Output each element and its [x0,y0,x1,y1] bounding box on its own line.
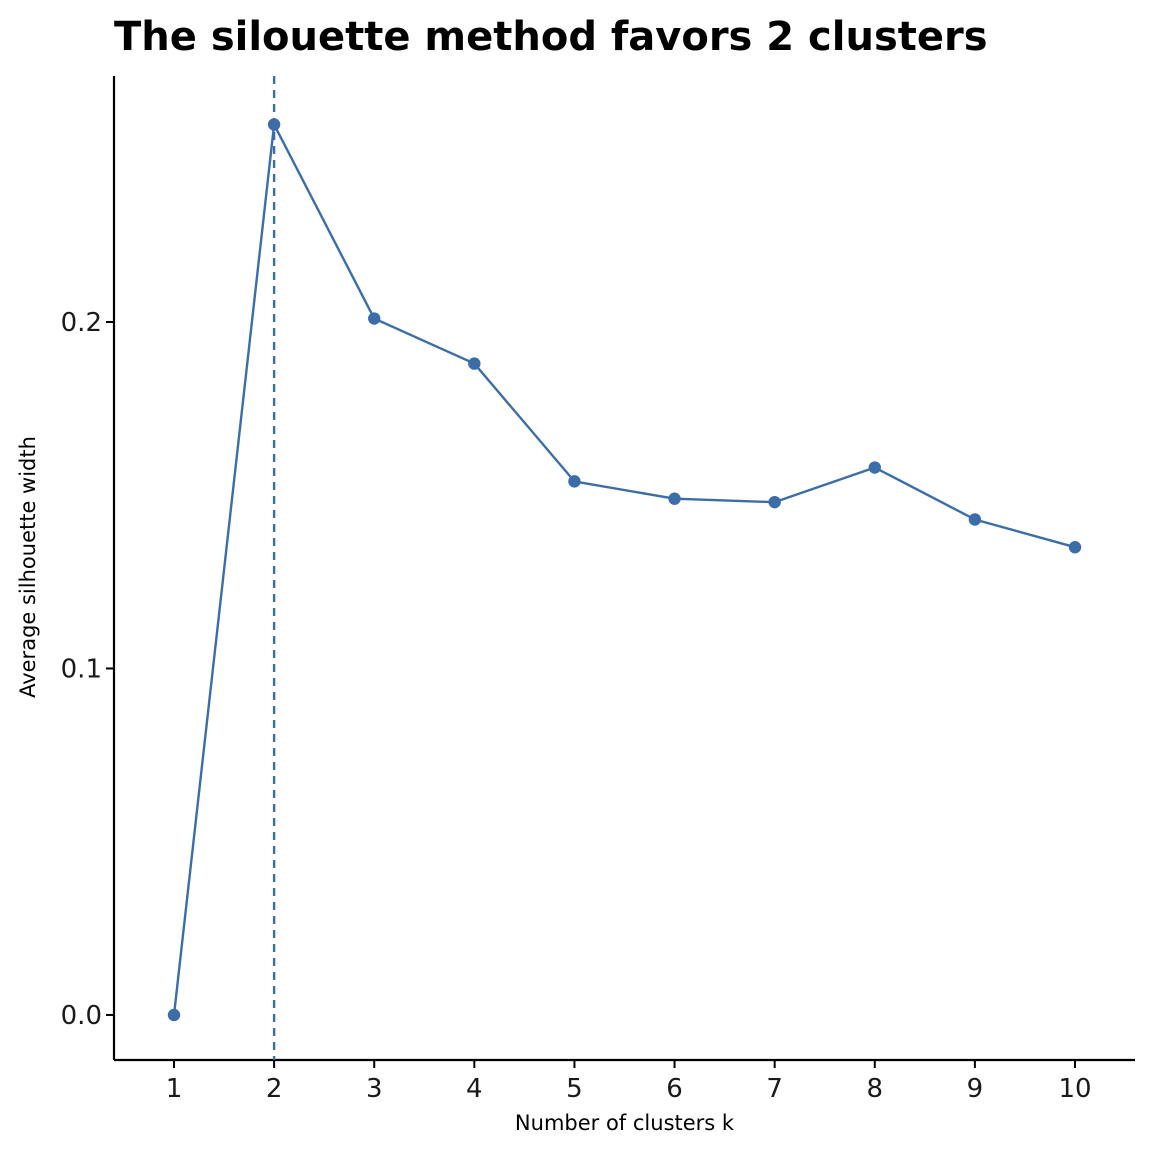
x-tick-label: 10 [1058,1074,1091,1104]
x-tick-label: 3 [366,1074,383,1104]
x-tick-label: 2 [266,1074,283,1104]
y-tick-label: 0.2 [61,308,102,338]
data-point [568,475,581,488]
data-point [267,118,281,131]
data-point [668,492,681,505]
data-point [868,461,881,474]
data-point [1068,541,1082,554]
x-tick-label: 5 [566,1074,583,1104]
plot-area: 0.0 0.1 0.2 1 2 3 4 5 6 7 8 9 10 [61,76,1135,1104]
chart-title: The silouette method favors 2 clusters [114,14,988,60]
y-axis-title: Average silhouette width [16,436,40,698]
series-line [172,123,1076,1016]
x-tick-label: 1 [166,1074,183,1104]
data-point [368,312,381,325]
y-tick-label: 0.0 [61,1001,102,1031]
data-point [468,357,481,370]
x-tick-label: 4 [466,1074,483,1104]
x-tick-label: 7 [766,1074,783,1104]
x-axis-title: Number of clusters k [515,1111,735,1135]
data-point [968,513,982,526]
x-tick-label: 8 [867,1074,884,1104]
y-tick-label: 0.1 [61,654,102,684]
data-point [768,495,781,509]
x-tick-label: 9 [967,1074,984,1104]
x-tick-label: 6 [666,1074,683,1104]
data-point [167,1008,181,1022]
